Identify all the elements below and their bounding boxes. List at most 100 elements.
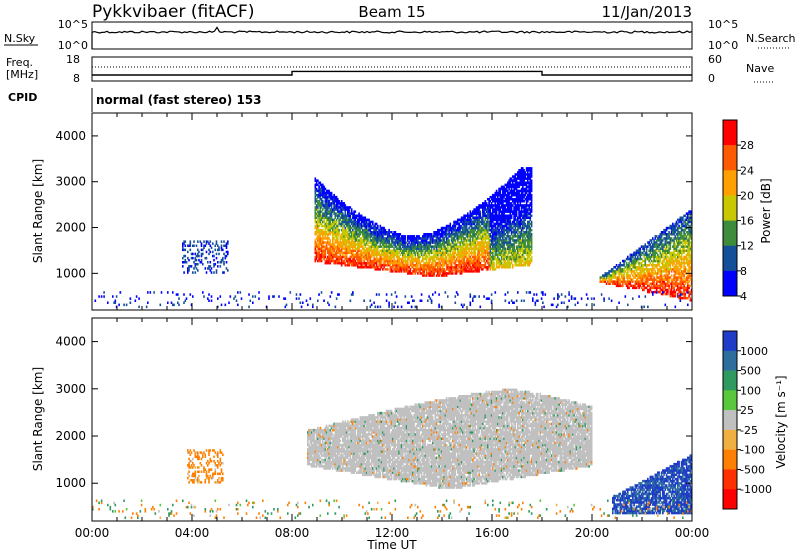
power-cell bbox=[329, 249, 332, 252]
power-cell bbox=[467, 264, 469, 267]
power-cell bbox=[334, 228, 337, 232]
power-cell bbox=[474, 268, 477, 271]
power-cell bbox=[393, 237, 395, 240]
power-cell bbox=[379, 249, 382, 252]
power-cell bbox=[354, 233, 357, 236]
power-cell bbox=[314, 206, 317, 209]
power-cell bbox=[333, 255, 335, 259]
power-cell bbox=[454, 220, 457, 224]
power-cell bbox=[387, 231, 389, 234]
power-cell bbox=[494, 249, 497, 252]
power-cell bbox=[358, 241, 360, 244]
power-cell bbox=[449, 247, 452, 250]
power-cell bbox=[335, 259, 338, 263]
power-cell bbox=[500, 251, 503, 255]
power-cell bbox=[514, 210, 517, 213]
power-cell bbox=[483, 241, 485, 244]
power-cell bbox=[514, 191, 517, 195]
power-cell bbox=[364, 231, 367, 234]
power-cell bbox=[458, 253, 460, 257]
power-cell bbox=[383, 239, 385, 242]
power-cell bbox=[412, 245, 414, 248]
power-cell bbox=[510, 193, 513, 197]
power-cell bbox=[424, 255, 427, 259]
power-cell bbox=[465, 264, 468, 267]
power-cell bbox=[420, 259, 423, 263]
power-cell bbox=[207, 261, 209, 264]
power-cell bbox=[328, 222, 330, 226]
power-cell bbox=[343, 239, 345, 242]
power-cell bbox=[368, 226, 370, 230]
power-cell bbox=[472, 241, 474, 244]
power-cell bbox=[515, 191, 518, 195]
power-cell bbox=[439, 233, 442, 236]
power-cell bbox=[479, 216, 482, 219]
power-cell bbox=[338, 245, 340, 248]
power-cell bbox=[473, 253, 475, 257]
power-cell bbox=[483, 251, 485, 255]
power-cell bbox=[400, 266, 403, 269]
power-cell bbox=[452, 257, 454, 261]
power-cell bbox=[424, 249, 427, 252]
power-cell bbox=[373, 249, 375, 252]
power-cell bbox=[483, 249, 485, 252]
power-cell bbox=[473, 212, 475, 215]
power-cell bbox=[347, 264, 349, 267]
power-cell bbox=[454, 270, 457, 273]
power-cell bbox=[344, 237, 347, 240]
power-cell bbox=[452, 245, 454, 248]
power-cell bbox=[504, 191, 507, 195]
power-cell bbox=[469, 216, 472, 219]
power-cell bbox=[318, 255, 320, 259]
power-cell bbox=[330, 191, 333, 195]
power-cell bbox=[449, 253, 452, 257]
power-cell bbox=[474, 249, 477, 252]
power-cell bbox=[373, 251, 375, 255]
power-cell bbox=[505, 231, 508, 234]
power-cell bbox=[505, 195, 508, 199]
power-cell bbox=[379, 245, 382, 248]
power-cell bbox=[523, 214, 525, 217]
power-cell bbox=[503, 204, 505, 207]
power-cell bbox=[498, 266, 500, 269]
power-cell bbox=[347, 241, 349, 244]
power-cell bbox=[430, 233, 433, 236]
power-cell bbox=[358, 214, 360, 217]
power-cell bbox=[327, 224, 329, 228]
power-cell bbox=[465, 255, 468, 259]
power-cell bbox=[318, 237, 320, 240]
power-cell bbox=[515, 210, 518, 213]
power-cell bbox=[328, 243, 330, 246]
power-cell bbox=[439, 241, 442, 244]
power-cell bbox=[322, 251, 324, 255]
power-cell bbox=[460, 226, 463, 230]
power-cell bbox=[398, 247, 400, 250]
power-cell bbox=[368, 251, 370, 255]
power-cell bbox=[518, 193, 520, 197]
power-cell bbox=[450, 259, 453, 263]
power-cell bbox=[374, 241, 377, 244]
power-cell bbox=[523, 189, 525, 193]
power-cell bbox=[354, 264, 357, 267]
station-title: Pykkvibaer (fitACF) bbox=[92, 2, 254, 22]
power-cell bbox=[352, 214, 354, 217]
power-cell bbox=[458, 245, 460, 248]
power-cell bbox=[464, 255, 467, 259]
power-cell bbox=[493, 239, 495, 242]
power-cell bbox=[418, 261, 420, 265]
power-cell bbox=[399, 253, 402, 257]
power-cell bbox=[392, 255, 394, 259]
power-cell bbox=[464, 247, 467, 250]
power-cell bbox=[515, 264, 518, 267]
power-cell bbox=[445, 243, 448, 246]
power-cell bbox=[430, 235, 433, 238]
power-cell bbox=[319, 253, 322, 257]
power-cell bbox=[192, 271, 194, 274]
power-cell bbox=[325, 220, 328, 224]
power-cell bbox=[519, 212, 522, 215]
power-cell bbox=[423, 270, 425, 273]
power-cell bbox=[354, 261, 357, 265]
power-cell bbox=[513, 212, 515, 215]
power-cell bbox=[359, 257, 362, 261]
power-cell bbox=[502, 253, 504, 257]
